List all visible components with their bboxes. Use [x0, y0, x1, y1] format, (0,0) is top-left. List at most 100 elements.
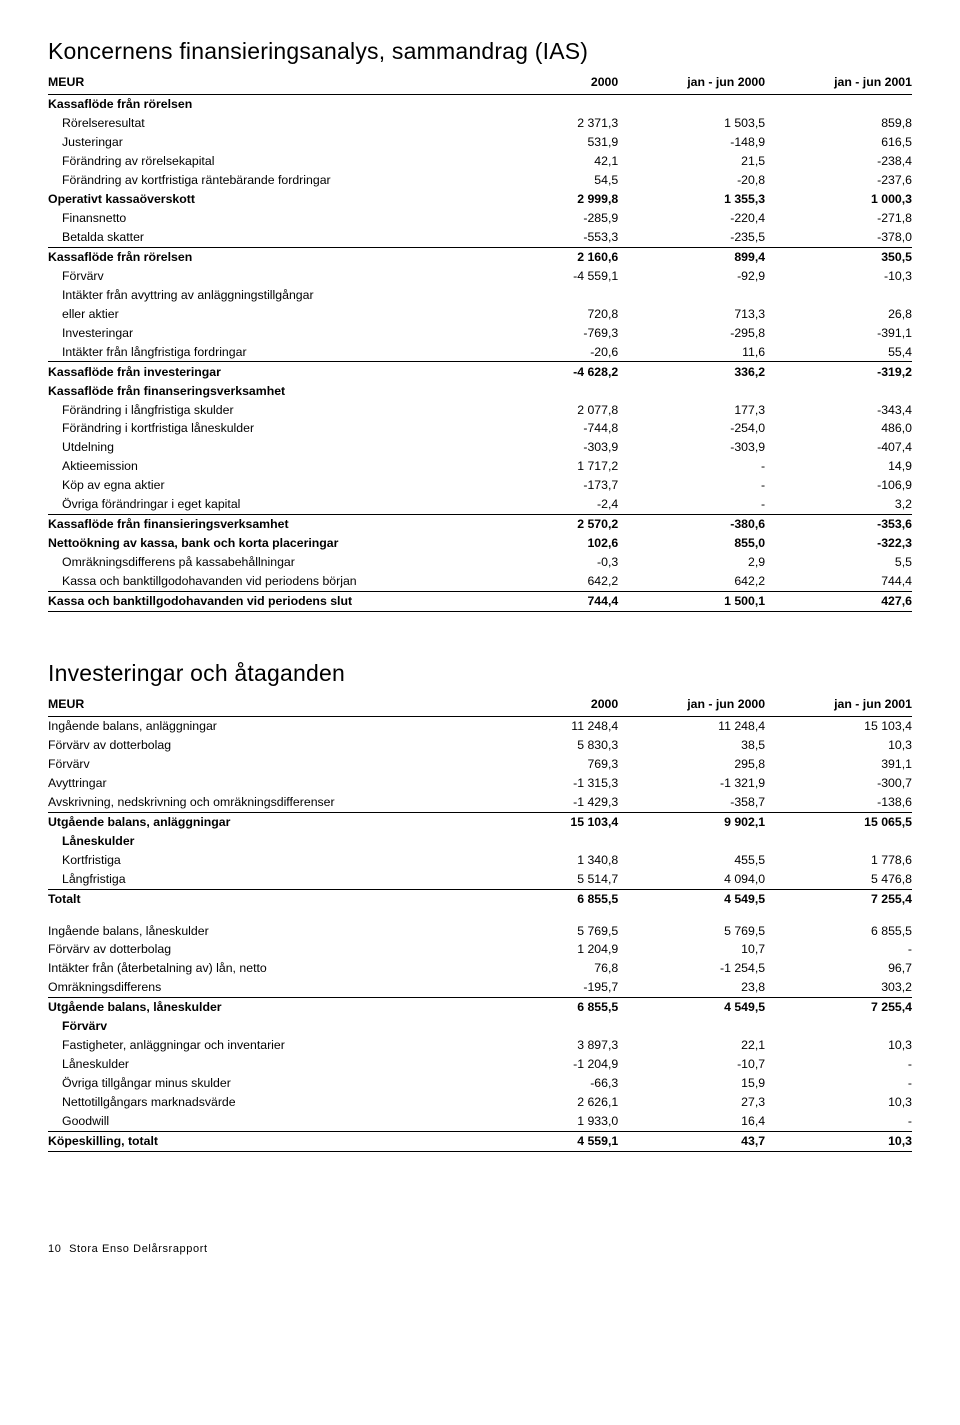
row-value: -238,4 [765, 152, 912, 171]
row-label: Övriga tillgångar minus skulder [48, 1074, 471, 1093]
row-value: 350,5 [765, 247, 912, 266]
table-row: Omräkningsdifferens på kassabehållningar… [48, 553, 912, 572]
row-value: -1 429,3 [471, 793, 618, 812]
table-row: Förändring i långfristiga skulder2 077,8… [48, 400, 912, 419]
row-value: -295,8 [618, 323, 765, 342]
row-label: Avskrivning, nedskrivning och omräknings… [48, 793, 471, 812]
row-value: -744,8 [471, 419, 618, 438]
table-row: Förvärv av dotterbolag5 830,338,510,3 [48, 736, 912, 755]
row-value: 713,3 [618, 304, 765, 323]
row-value: -1 315,3 [471, 774, 618, 793]
table-row: Kassaflöde från rörelsen [48, 94, 912, 113]
row-value: -271,8 [765, 209, 912, 228]
row-value: 10,7 [618, 940, 765, 959]
row-value: 22,1 [618, 1036, 765, 1055]
table-row: Kassa och banktillgodohavanden vid perio… [48, 572, 912, 591]
row-value: 2 077,8 [471, 400, 618, 419]
row-label: Omräkningsdifferens på kassabehållningar [48, 553, 471, 572]
row-value: 9 902,1 [618, 812, 765, 831]
row-value: 2,9 [618, 553, 765, 572]
row-value: -4 559,1 [471, 267, 618, 286]
row-value: 10,3 [765, 1036, 912, 1055]
row-value [471, 94, 618, 113]
row-value: -20,8 [618, 171, 765, 190]
row-value: -173,7 [471, 476, 618, 495]
row-value [471, 286, 618, 305]
row-value: 21,5 [618, 152, 765, 171]
row-value: 10,3 [765, 1131, 912, 1151]
row-value: 3,2 [765, 495, 912, 514]
row-label: Justeringar [48, 133, 471, 152]
row-value [765, 832, 912, 851]
row-value: -148,9 [618, 133, 765, 152]
row-label: Kassa och banktillgodohavanden vid perio… [48, 572, 471, 591]
row-value: 336,2 [618, 362, 765, 381]
row-label: Förvärv [48, 267, 471, 286]
row-value: 2 371,3 [471, 114, 618, 133]
row-value: -300,7 [765, 774, 912, 793]
row-value: 531,9 [471, 133, 618, 152]
row-label: Intäkter från avyttring av anläggningsti… [48, 286, 471, 305]
table-row: Kassaflöde från finansieringsverksamhet2… [48, 515, 912, 534]
row-label: Förändring i kortfristiga låneskulder [48, 419, 471, 438]
row-value: 6 855,5 [765, 909, 912, 941]
row-value: 15,9 [618, 1074, 765, 1093]
table-row: Rörelseresultat2 371,31 503,5859,8 [48, 114, 912, 133]
row-value: -1 321,9 [618, 774, 765, 793]
row-value [618, 94, 765, 113]
row-value: - [618, 495, 765, 514]
table-row: Övriga tillgångar minus skulder-66,315,9… [48, 1074, 912, 1093]
row-value: 859,8 [765, 114, 912, 133]
row-value: 642,2 [471, 572, 618, 591]
row-value: - [765, 940, 912, 959]
row-label: Förändring av kortfristiga räntebärande … [48, 171, 471, 190]
table-row: Ingående balans, anläggningar11 248,411 … [48, 716, 912, 735]
row-value: -303,9 [618, 438, 765, 457]
row-value: 1 503,5 [618, 114, 765, 133]
row-value: 16,4 [618, 1112, 765, 1131]
row-value [471, 381, 618, 400]
col-meur: MEUR [48, 695, 471, 716]
row-value: 455,5 [618, 851, 765, 870]
table-row: Förvärv769,3295,8391,1 [48, 755, 912, 774]
row-value [618, 381, 765, 400]
table-row: Aktieemission1 717,2-14,9 [48, 457, 912, 476]
row-label: Kassaflöde från rörelsen [48, 247, 471, 266]
row-value: 6 855,5 [471, 889, 618, 908]
col-jj2001: jan - jun 2001 [765, 73, 912, 94]
section2-title: Investeringar och åtaganden [48, 658, 912, 689]
row-label: Totalt [48, 889, 471, 908]
table-row: Köp av egna aktier-173,7--106,9 [48, 476, 912, 495]
row-value: 11 248,4 [471, 716, 618, 735]
row-value: 96,7 [765, 959, 912, 978]
footer-text: Stora Enso Delårsrapport [69, 1243, 208, 1255]
row-value: -138,6 [765, 793, 912, 812]
row-label: Kassaflöde från rörelsen [48, 94, 471, 113]
row-label: Förvärv av dotterbolag [48, 940, 471, 959]
row-label: Utgående balans, låneskulder [48, 998, 471, 1017]
row-value: -391,1 [765, 323, 912, 342]
row-value: 4 549,5 [618, 998, 765, 1017]
table-row: Intäkter från avyttring av anläggningsti… [48, 286, 912, 305]
row-value: 10,3 [765, 736, 912, 755]
row-value: 899,4 [618, 247, 765, 266]
row-value: - [765, 1112, 912, 1131]
table-row: Kassaflöde från rörelsen2 160,6899,4350,… [48, 247, 912, 266]
row-value [618, 286, 765, 305]
row-value: -10,7 [618, 1055, 765, 1074]
row-label: Långfristiga [48, 870, 471, 889]
table-row: Kassaflöde från finanseringsverksamhet [48, 381, 912, 400]
row-label: Förvärv [48, 755, 471, 774]
row-value: 54,5 [471, 171, 618, 190]
row-value: -553,3 [471, 228, 618, 247]
row-value: -237,6 [765, 171, 912, 190]
row-value: 5,5 [765, 553, 912, 572]
row-label: Förvärv av dotterbolag [48, 736, 471, 755]
table-row: Intäkter från långfristiga fordringar-20… [48, 342, 912, 361]
row-value: 102,6 [471, 534, 618, 553]
table-row: Kortfristiga1 340,8455,51 778,6 [48, 851, 912, 870]
row-label: Finansnetto [48, 209, 471, 228]
table-row: Förvärv-4 559,1-92,9-10,3 [48, 267, 912, 286]
row-label: Ingående balans, anläggningar [48, 716, 471, 735]
row-label: Utdelning [48, 438, 471, 457]
